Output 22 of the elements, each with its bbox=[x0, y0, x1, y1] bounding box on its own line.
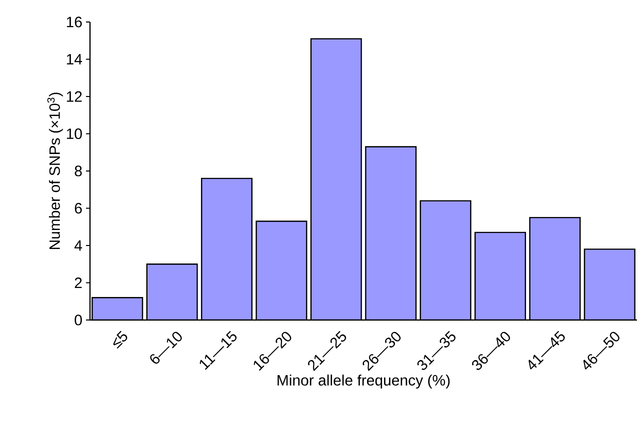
bar bbox=[310, 38, 362, 320]
x-axis-title: Minor allele frequency (%) bbox=[278, 374, 450, 389]
x-tick-label: ≤5 bbox=[113, 330, 128, 349]
y-tick-label: 16 bbox=[66, 16, 82, 28]
bar bbox=[146, 264, 198, 320]
y-tick-label: 4 bbox=[74, 240, 82, 251]
bar bbox=[475, 232, 526, 320]
y-tick-label: 10 bbox=[66, 128, 82, 140]
y-axis-title: Number of SNPs (×10$^{3}$) bbox=[47, 92, 63, 250]
bar bbox=[584, 248, 636, 320]
y-tick-label: 14 bbox=[66, 54, 82, 64]
bar bbox=[366, 146, 416, 320]
bar bbox=[256, 221, 307, 320]
y-tick-label: 12 bbox=[66, 91, 82, 102]
bar bbox=[92, 298, 143, 320]
bar bbox=[420, 200, 471, 320]
y-tick-label: 0 bbox=[74, 314, 82, 326]
bar bbox=[530, 218, 580, 320]
y-tick-label: 8 bbox=[74, 166, 82, 176]
bar bbox=[202, 178, 252, 320]
y-tick-label: 6 bbox=[74, 202, 82, 214]
y-tick-label: 2 bbox=[74, 278, 82, 288]
